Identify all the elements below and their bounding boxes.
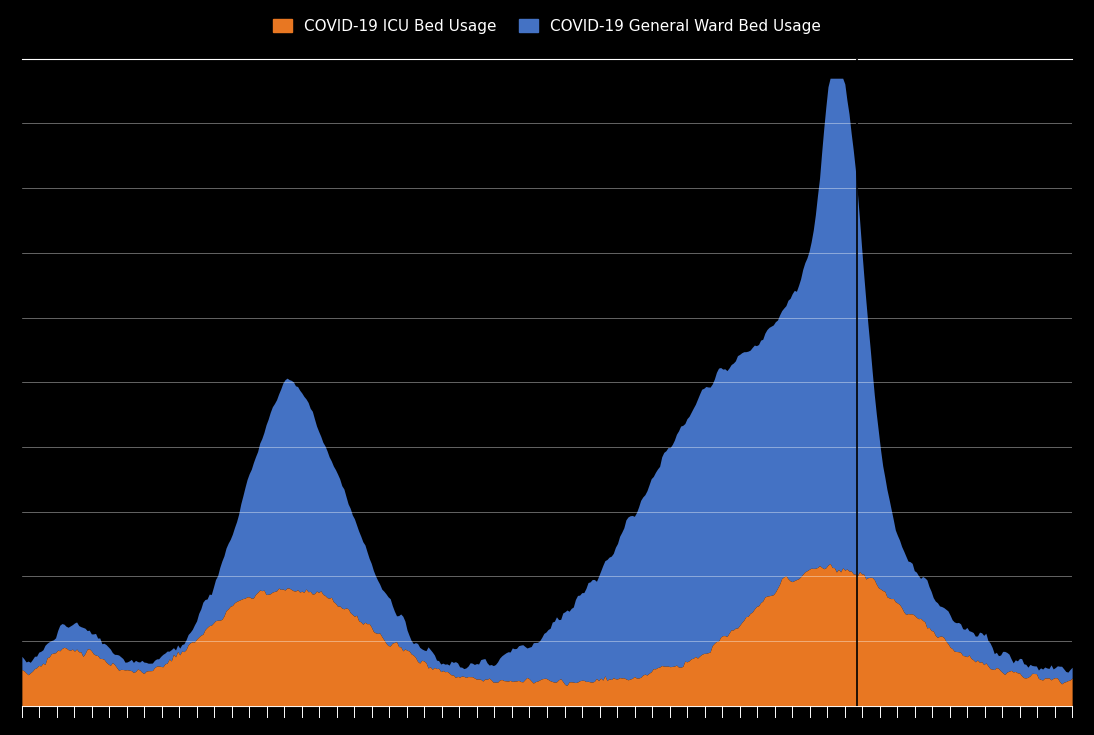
- Legend: COVID-19 ICU Bed Usage, COVID-19 General Ward Bed Usage: COVID-19 ICU Bed Usage, COVID-19 General…: [266, 12, 828, 42]
